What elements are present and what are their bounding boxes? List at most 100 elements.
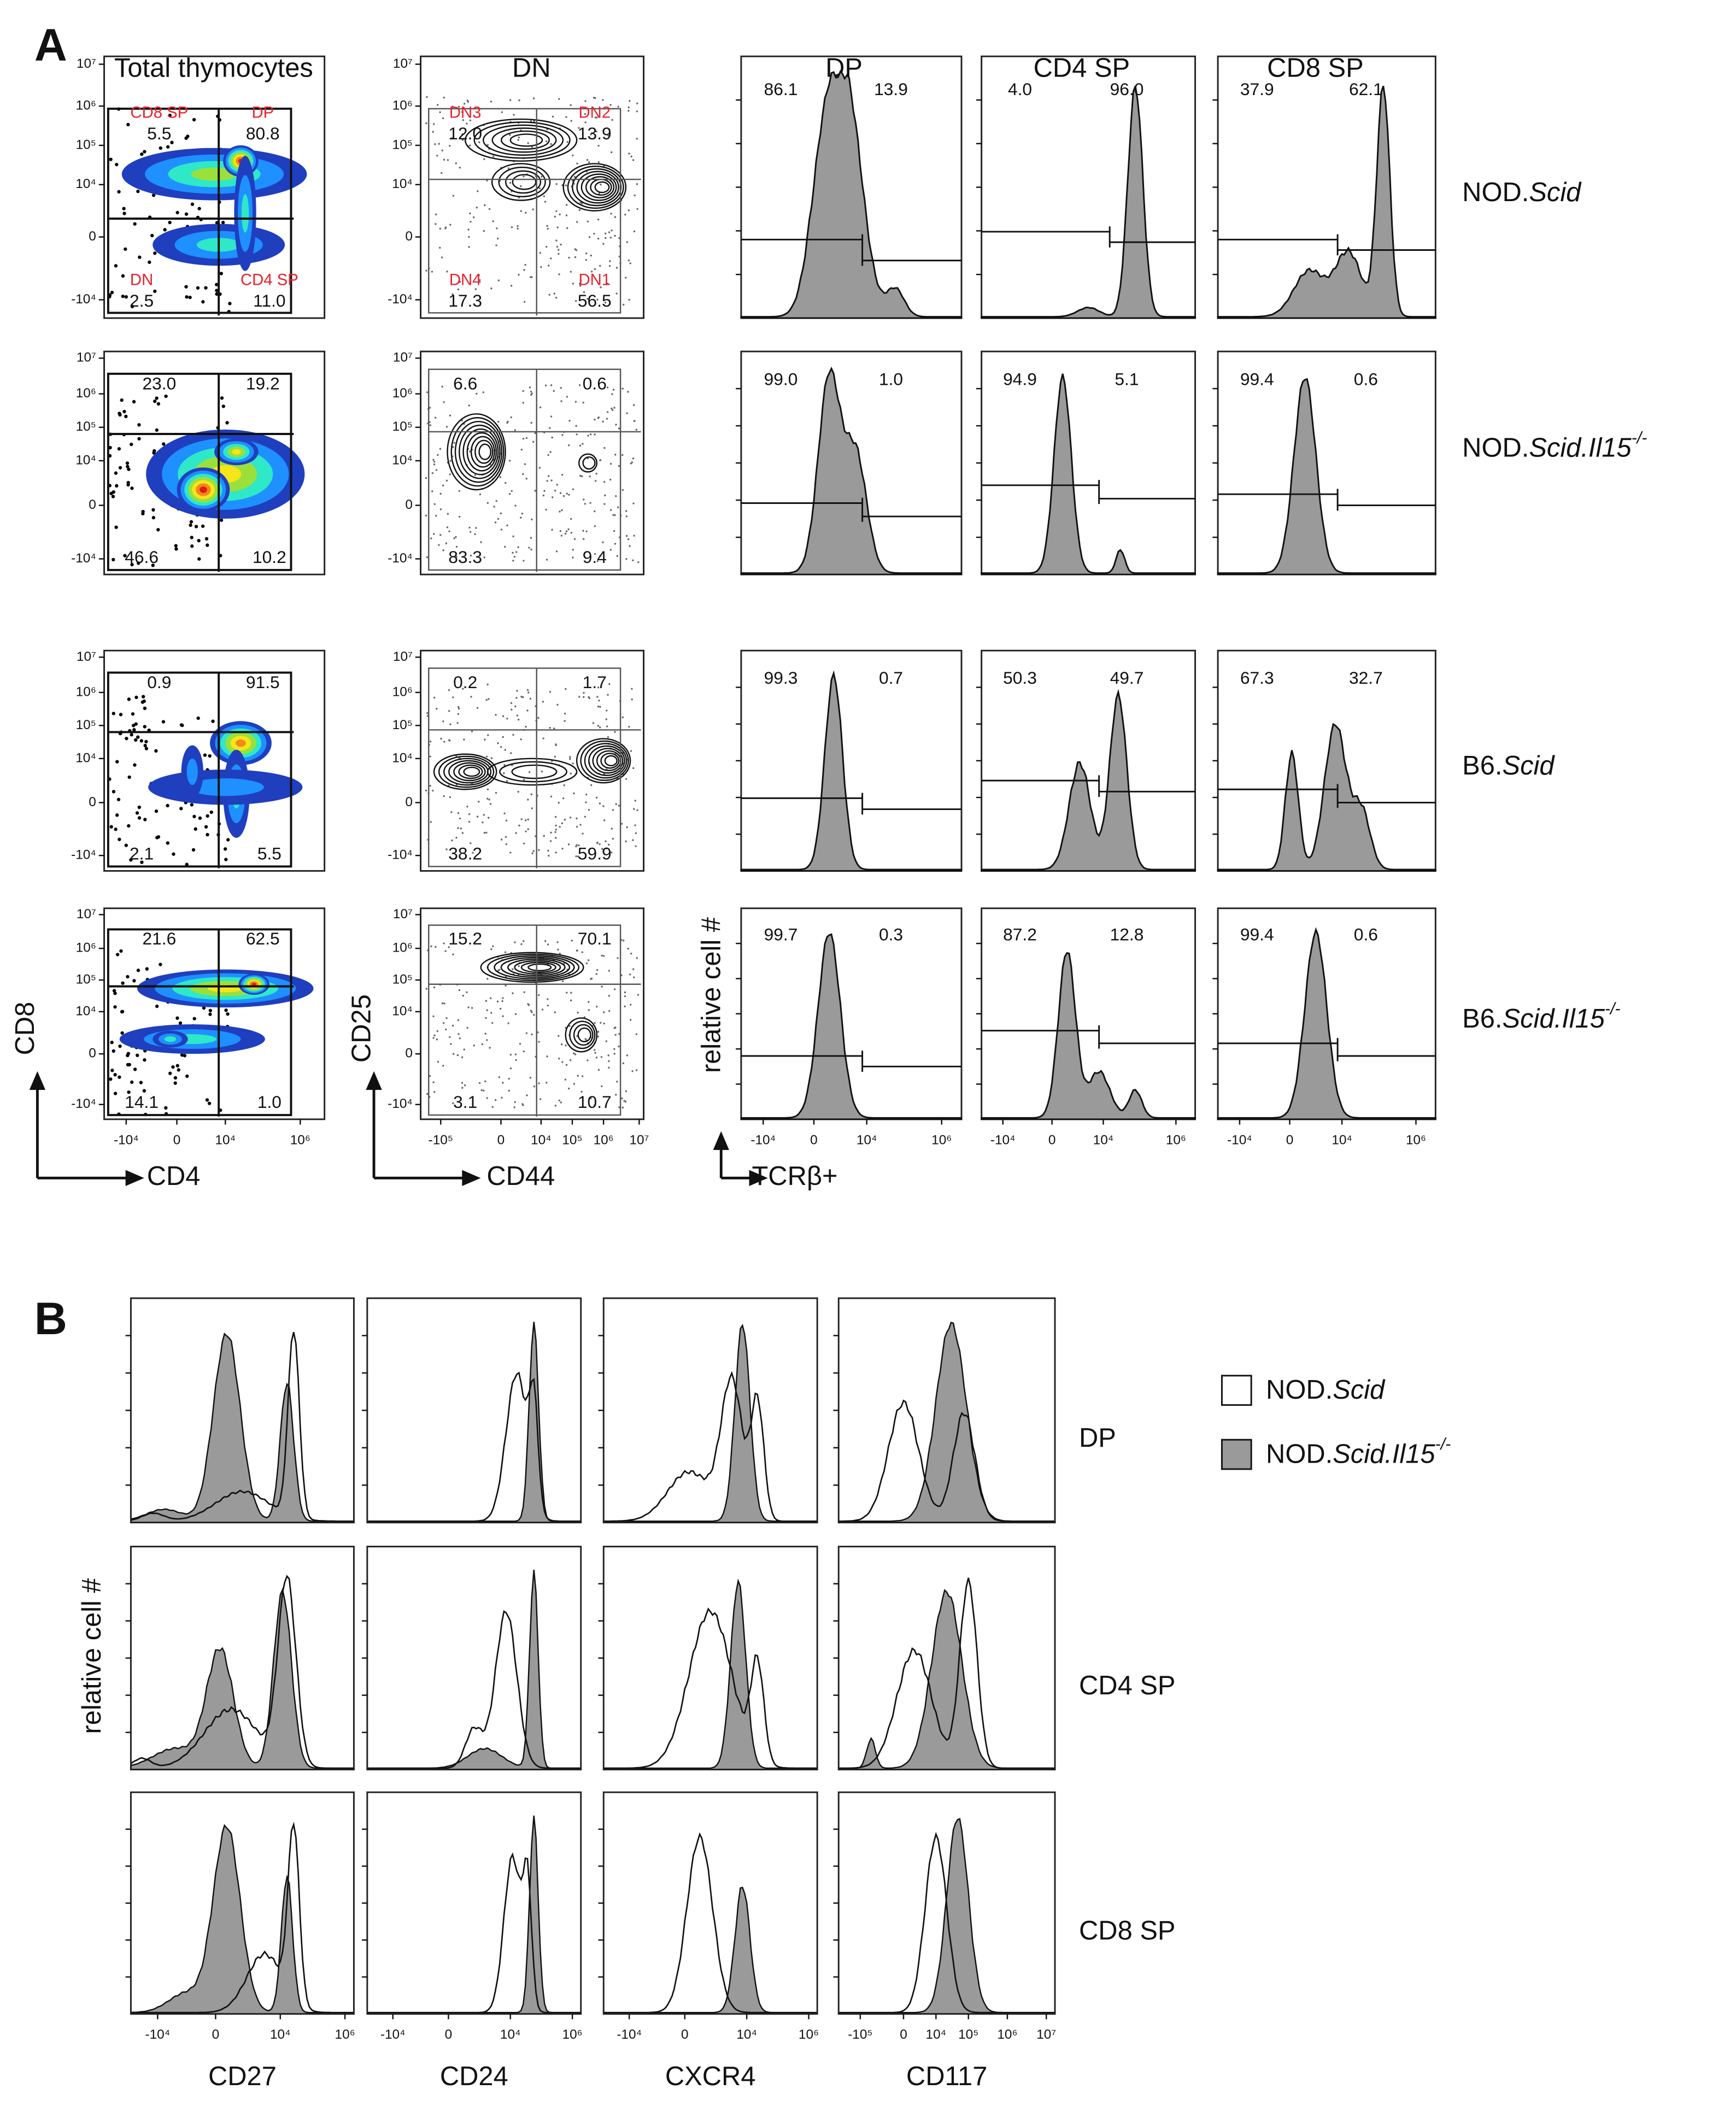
- event-dot: [510, 702, 513, 705]
- event-dot: [537, 717, 539, 719]
- y-tick-label: -10⁴: [388, 1096, 413, 1111]
- event-dot: [523, 991, 525, 994]
- event-dot: [546, 480, 548, 482]
- x-tick-label: 10⁴: [531, 1132, 552, 1147]
- event-dot: [136, 735, 140, 739]
- plot-frame: [103, 907, 326, 1120]
- event-dot: [496, 1000, 499, 1003]
- contour: [580, 173, 617, 201]
- event-dot: [441, 385, 443, 388]
- event-dot: [453, 537, 455, 539]
- event-dot: [543, 835, 545, 837]
- y-tick-label: 10⁷: [77, 649, 96, 664]
- event-dot: [523, 269, 525, 271]
- event-dot: [198, 816, 202, 820]
- event-dot: [136, 1053, 139, 1058]
- event-dot: [483, 158, 485, 160]
- contour: [473, 121, 571, 159]
- event-dot: [538, 467, 541, 469]
- event-dot: [455, 836, 458, 839]
- contour: [600, 753, 620, 769]
- event-dot: [174, 544, 178, 548]
- event-dot: [429, 407, 431, 409]
- event-dot: [433, 533, 435, 535]
- event-dot: [590, 133, 592, 136]
- sample-label: B6.Scid.Il15-/-: [1462, 1000, 1620, 1033]
- event-dot: [581, 202, 583, 204]
- event-dot: [175, 1064, 179, 1067]
- event-dot: [469, 144, 471, 146]
- event-dot: [468, 404, 471, 407]
- event-dot: [512, 733, 514, 736]
- event-dot: [197, 207, 201, 210]
- y-tick-label: 10⁶: [392, 941, 413, 955]
- event-dot: [433, 123, 435, 125]
- event-dot: [585, 962, 588, 965]
- event-dot: [590, 1097, 592, 1100]
- event-dot: [511, 490, 513, 492]
- event-dot: [449, 1036, 451, 1038]
- gate-label: DN: [130, 271, 153, 289]
- event-dot: [549, 840, 552, 842]
- event-dot: [553, 390, 555, 392]
- event-dot: [135, 811, 139, 815]
- event-dot: [435, 213, 437, 216]
- event-dot: [565, 530, 568, 532]
- gate-percent: 99.7: [764, 924, 798, 944]
- event-dot: [600, 1022, 602, 1024]
- event-dot: [463, 738, 465, 741]
- event-dot: [602, 420, 604, 423]
- event-dot: [618, 1106, 620, 1108]
- histogram: [603, 1323, 818, 1523]
- event-dot: [113, 1073, 117, 1077]
- event-dot: [547, 454, 549, 456]
- event-dot: [477, 190, 479, 192]
- event-dot: [590, 271, 593, 273]
- contour: [454, 420, 503, 483]
- event-dot: [578, 844, 580, 847]
- event-dot: [588, 1009, 590, 1011]
- histogram: [1217, 723, 1436, 872]
- event-dot: [557, 948, 559, 951]
- event-dot: [448, 530, 450, 532]
- event-dot: [577, 1011, 579, 1014]
- event-dot: [451, 105, 454, 108]
- event-dot: [572, 488, 574, 490]
- event-dot: [478, 274, 480, 277]
- event-dot: [488, 817, 490, 819]
- event-dot: [517, 546, 519, 548]
- event-dot: [599, 843, 601, 846]
- event-dot: [140, 152, 144, 156]
- event-dot: [130, 733, 133, 737]
- y-tick-label: 0: [405, 1046, 413, 1061]
- event-dot: [114, 264, 118, 268]
- event-dot: [184, 285, 188, 289]
- event-dot: [457, 827, 459, 829]
- quadrant-percent: 12.0: [448, 124, 482, 143]
- event-dot: [631, 688, 633, 690]
- event-dot: [556, 245, 559, 248]
- event-dot: [143, 706, 147, 711]
- quadrant-percent: 2.1: [130, 843, 154, 863]
- contour: [459, 424, 501, 479]
- event-dot: [484, 1080, 486, 1083]
- event-dot: [602, 541, 604, 543]
- event-dot: [490, 757, 493, 759]
- density: [186, 758, 198, 785]
- event-dot: [559, 530, 562, 532]
- event-dot: [458, 490, 461, 492]
- event-dot: [192, 1017, 196, 1020]
- event-dot: [588, 161, 590, 163]
- quadrant-percent: 0.6: [583, 374, 607, 394]
- event-dot: [510, 752, 512, 754]
- event-dot: [628, 152, 630, 155]
- event-dot: [112, 1049, 115, 1053]
- event-dot: [595, 1057, 598, 1059]
- event-dot: [430, 821, 432, 823]
- plot-frame: [420, 649, 645, 872]
- event-dot: [151, 508, 155, 512]
- event-dot: [584, 503, 587, 505]
- event-dot: [608, 970, 611, 972]
- event-dot: [532, 208, 534, 210]
- event-dot: [492, 220, 494, 222]
